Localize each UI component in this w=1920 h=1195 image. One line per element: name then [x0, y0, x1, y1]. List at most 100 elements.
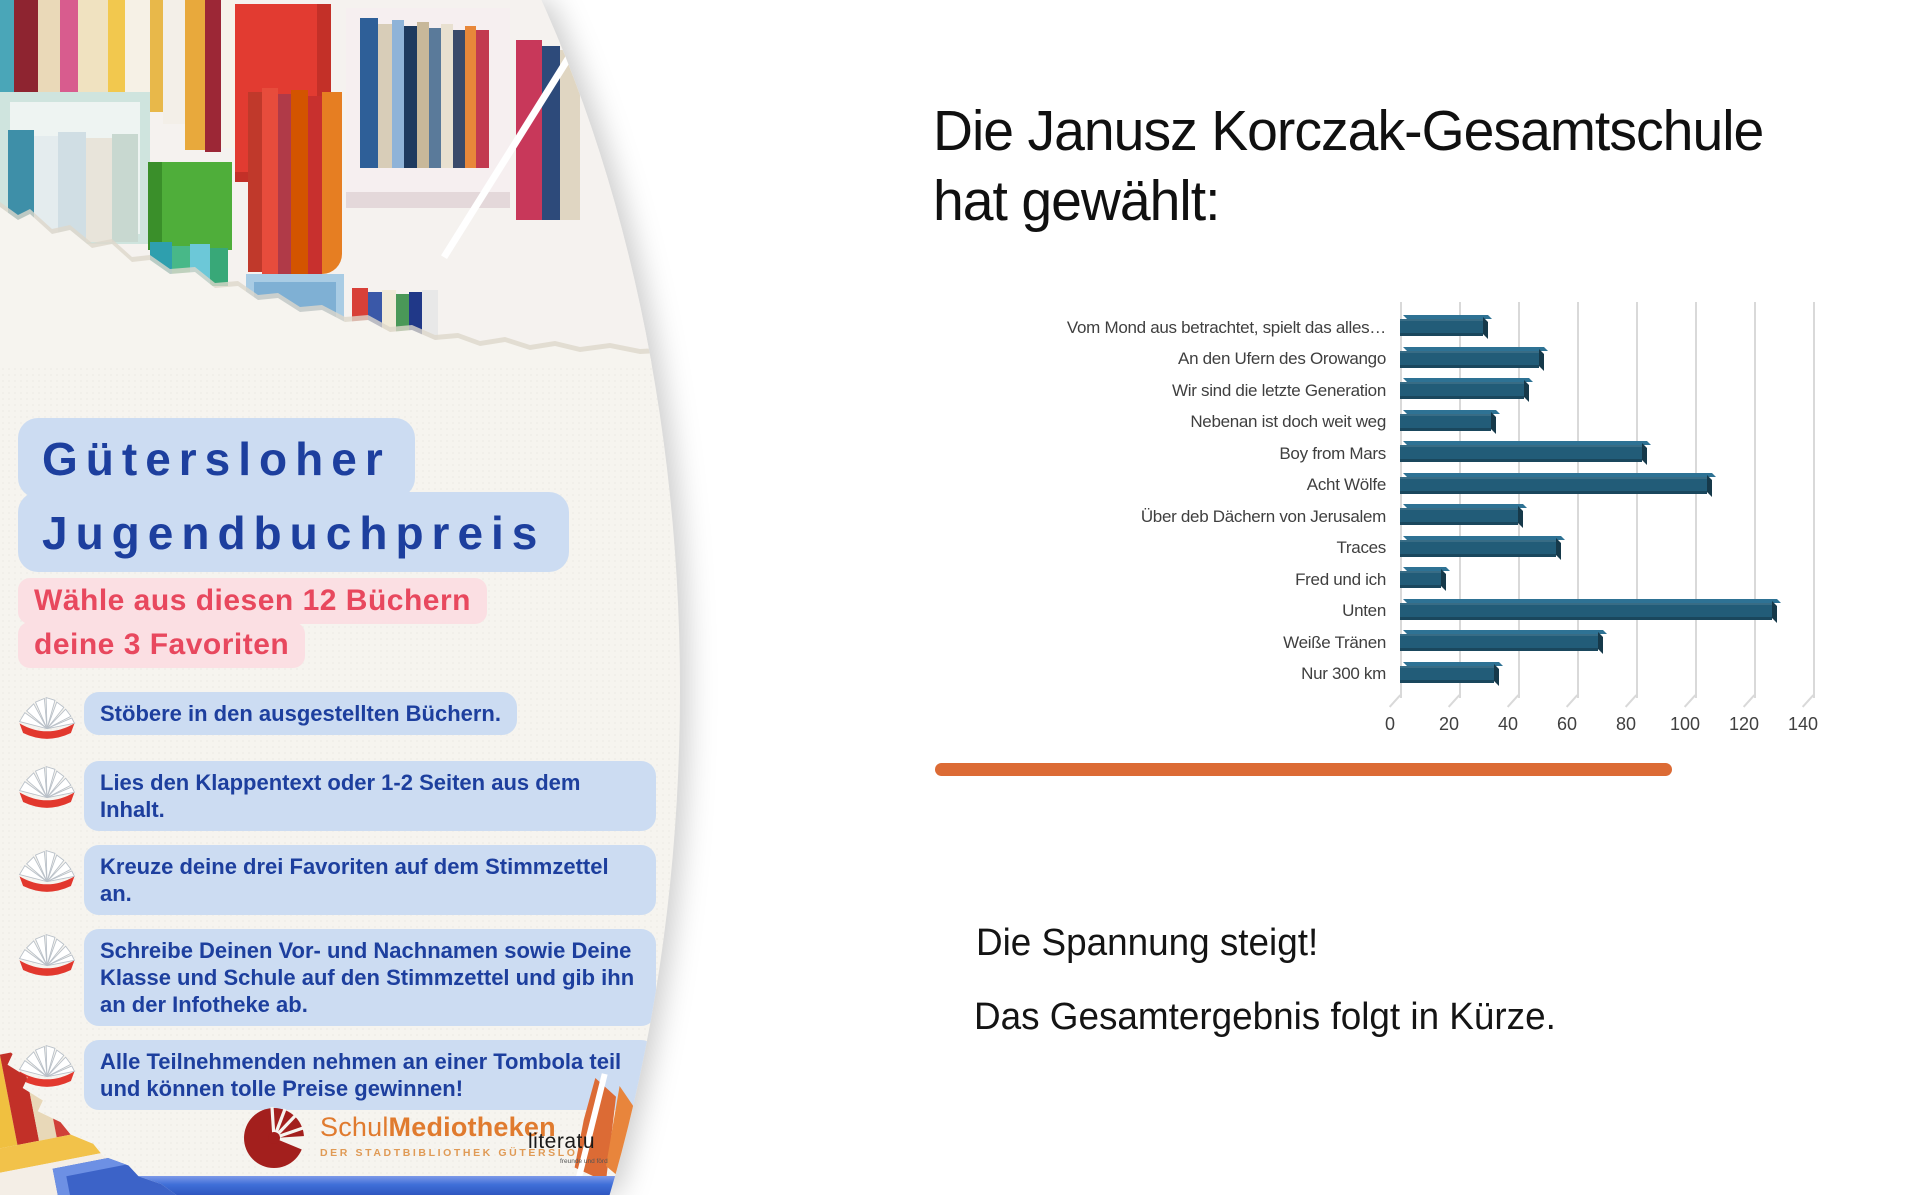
poster-title-line2: Jugendbuchpreis: [18, 492, 570, 572]
book-spine: [422, 290, 438, 344]
book-spine: [441, 24, 453, 168]
book-spine: [392, 20, 404, 168]
logo-name-regular: Schul: [320, 1112, 389, 1142]
instruction-text: Lies den Klappentext oder 1-2 Seiten aus…: [84, 761, 656, 831]
chart-grid: [1400, 302, 1815, 698]
chart-gridline: [1695, 302, 1697, 698]
bottom-shelf-strip: [24, 1176, 616, 1195]
chart-bar: [1400, 319, 1483, 336]
book-spine: [404, 26, 417, 168]
poster-subtitle-line1: Wähle aus diesen 12 Büchern: [18, 578, 487, 624]
chart-row: Boy from Mars: [1005, 438, 1817, 469]
book-spine: [205, 0, 221, 152]
book-spine: [378, 24, 392, 168]
chart-bar: [1400, 602, 1772, 620]
chart-category-label: Traces: [1336, 538, 1386, 558]
poster-subtitle: Wähle aus diesen 12 Büchern deine 3 Favo…: [18, 578, 487, 668]
chart-bar: [1400, 634, 1598, 652]
poster-title: Gütersloher Jugendbuchpreis: [18, 418, 570, 572]
chart-bar-track: [1400, 501, 1817, 532]
chart-bar: [1400, 382, 1524, 400]
chart-bar-track: [1400, 470, 1817, 501]
chart-row: Traces: [1005, 533, 1817, 564]
chart-bar: [1400, 539, 1557, 557]
chart-category-label: Über deb Dächern von Jerusalem: [1140, 506, 1386, 526]
chart-category-label: An den Ufern des Orowango: [1178, 349, 1386, 369]
chart-x-tick-label: 20: [1438, 714, 1460, 734]
book-spine: [278, 94, 291, 274]
chart-bar-track: [1400, 312, 1817, 343]
chart-bar-track: [1400, 627, 1817, 658]
chart-row: Unten: [1005, 596, 1817, 627]
chart-row: Nebenan ist doch weit weg: [1005, 407, 1817, 438]
chart-bar: [1400, 413, 1492, 431]
instruction-text: Alle Teilnehmenden nehmen an einer Tombo…: [84, 1040, 656, 1110]
book-spine: [60, 0, 78, 116]
chart-category-label: Boy from Mars: [1279, 443, 1386, 463]
chart-row: An den Ufern des Orowango: [1005, 344, 1817, 375]
open-book-icon: [16, 847, 84, 900]
chart-bar-track: [1400, 659, 1817, 690]
poster: Gütersloher Jugendbuchpreis Wähle aus di…: [0, 0, 700, 1195]
chart-gridline: [1754, 302, 1756, 698]
chart-gridline: [1636, 302, 1638, 698]
chart-bar-track: [1400, 344, 1817, 375]
chart-bar-track: [1400, 564, 1817, 595]
book-spine: [560, 50, 580, 220]
book-spine: [417, 22, 429, 168]
mediotheken-logo-text: SchulMediotheken DER STADTBIBLIOTHEK GÜT…: [320, 1112, 588, 1159]
book-spine: [429, 28, 441, 168]
instruction-item: Alle Teilnehmenden nehmen an einer Tombo…: [16, 1040, 656, 1110]
book-spine: [308, 96, 322, 274]
literatur-logo-text: literatu: [528, 1130, 596, 1153]
book-spine: [453, 30, 465, 168]
chart-bar-track: [1400, 375, 1817, 406]
chart-row: Weiße Tränen: [1005, 627, 1817, 658]
page-title: Die Janusz Korczak-Gesamtschule hat gewä…: [933, 96, 1764, 236]
page-title-line1: Die Janusz Korczak-Gesamtschule: [933, 99, 1764, 163]
chart-gridline: [1400, 302, 1402, 698]
chart-gridline: [1459, 302, 1461, 698]
chart-x-axis: 0 20 40 60 80 100 120 140: [1385, 714, 1818, 744]
book-spine: [0, 0, 14, 112]
mediotheken-logo: SchulMediotheken DER STADTBIBLIOTHEK GÜT…: [242, 1106, 588, 1170]
chart-gridline: [1577, 302, 1579, 698]
poster-title-line1: Gütersloher: [18, 418, 415, 498]
chart-category-label: Vom Mond aus betrachtet, spielt das alle…: [1066, 317, 1386, 337]
mediotheken-subline: DER STADTBIBLIOTHEK GÜTERSLOH: [320, 1147, 588, 1159]
chart-rows: Vom Mond aus betrachtet, spielt das alle…: [1005, 312, 1817, 690]
chart-category-label: Weiße Tränen: [1283, 632, 1386, 652]
green-box-shelf: [148, 162, 232, 250]
book-spine: [465, 26, 476, 168]
chart-row: Nur 300 km: [1005, 659, 1817, 690]
mediotheken-name: SchulMediotheken: [320, 1112, 588, 1143]
chart-x-tick-label: 40: [1497, 714, 1519, 734]
logo-name-bold: Mediotheken: [388, 1112, 556, 1142]
open-book-icon: [16, 694, 84, 747]
book-spine: [262, 88, 278, 274]
poster-paper: Gütersloher Jugendbuchpreis Wähle aus di…: [0, 0, 680, 1195]
instruction-item: Schreibe Deinen Vor- und Nachnamen sowie…: [16, 929, 656, 1026]
book-spine: [248, 92, 262, 272]
book-spine: [58, 132, 86, 242]
chart-gridline: [1813, 302, 1815, 698]
orange-divider: [935, 763, 1672, 776]
instruction-text: Schreibe Deinen Vor- und Nachnamen sowie…: [84, 929, 656, 1026]
chart-category-label: Wir sind die letzte Generation: [1172, 380, 1386, 400]
mediotheken-pie-icon: [244, 1106, 305, 1168]
book-spine: [221, 0, 235, 148]
chart-gridline: [1518, 302, 1520, 698]
chart-category-label: Nur 300 km: [1301, 664, 1386, 684]
book-spine: [163, 0, 185, 124]
footer-line2: Das Gesamtergebnis folgt in Kürze.: [974, 996, 1556, 1038]
book-spine: [86, 138, 112, 242]
instructions-list: Stöbere in den ausgestellten Büchern. Lie…: [16, 692, 656, 1124]
chart-x-tick-label: 120: [1728, 714, 1760, 734]
page-title-line2: hat gewählt:: [933, 169, 1220, 233]
chart-bar: [1400, 350, 1539, 368]
chart-row: Vom Mond aus betrachtet, spielt das alle…: [1005, 312, 1817, 343]
chart-x-tick-label: 80: [1615, 714, 1637, 734]
chart-x-tick-label: 60: [1556, 714, 1578, 734]
instruction-text: Stöbere in den ausgestellten Büchern.: [84, 692, 517, 735]
